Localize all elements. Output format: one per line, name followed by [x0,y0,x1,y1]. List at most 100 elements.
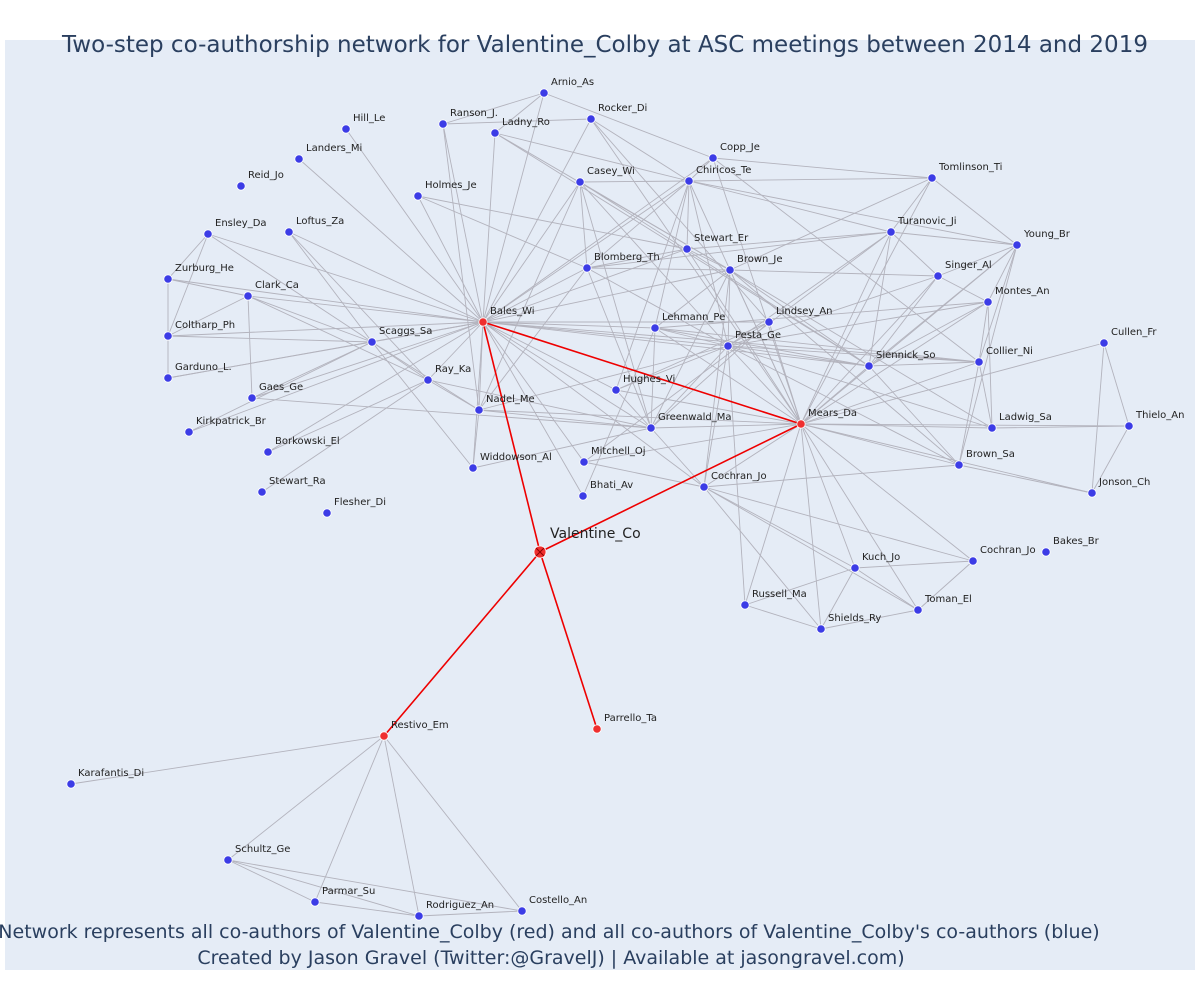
node-turanovic-ji[interactable] [886,227,896,237]
edge-Bales_Wi-Coltharp_Ph [167,321,484,337]
node-bales-wi[interactable] [478,317,488,327]
node-blomberg-th[interactable] [582,263,592,273]
edge-Restivo_Em-Rodriguez_An [383,735,420,917]
edge-Montes_An-Lehmann_Pe [654,301,989,329]
node-label: Jonson_Ch [1098,477,1150,488]
node-toman-el[interactable] [913,605,923,615]
edge-Montes_An-Ladwig_Sa [987,301,993,429]
node-collier-ni[interactable] [974,357,984,367]
node-pesta-ge[interactable] [723,341,733,351]
edge-Bales_Wi-Casey_Wi [482,181,581,323]
edge-Garduno_L-Scaggs_Sa [167,341,373,379]
node-schultz-ge[interactable] [223,855,233,865]
node-label: Zurburg_He [175,263,234,274]
edge-Bales_Wi-Mitchell_Oj [482,321,585,463]
node-nadel-me[interactable] [474,405,484,415]
node-cullen-fr[interactable] [1099,338,1109,348]
node-singer-al[interactable] [933,271,943,281]
node-mitchell-oj[interactable] [579,457,589,467]
node-montes-an[interactable] [983,297,993,307]
node-siennick-so[interactable] [864,361,874,371]
node-coltharp-ph[interactable] [163,331,173,341]
node-flesher-di[interactable] [322,508,332,518]
edge-Bales_Wi-Copp_Je [482,157,714,323]
node-scaggs-sa[interactable] [367,337,377,347]
node-zurburg-he[interactable] [163,274,173,284]
edge-Rocker_Di-Chiricos_Te [590,118,690,182]
node-brown-sa[interactable] [954,460,964,470]
node-bakes-br[interactable] [1041,547,1051,557]
node-lindsey-an[interactable] [764,317,774,327]
edge-Mears_Da-Hughes_Vi [615,389,802,425]
node-label: Scaggs_Sa [379,326,432,337]
node-ladny-ro[interactable] [490,128,500,138]
node-garduno-l[interactable] [163,373,173,383]
node-tomlinson-ti[interactable] [927,173,937,183]
edge-Cochran_Jo-Cochran_Jo2 [703,486,974,562]
node-karafantis-di[interactable] [66,779,76,789]
node-rodriguez-an[interactable] [414,911,424,921]
node-ray-ka[interactable] [423,375,433,385]
edge-Lehmann_Pe-Greenwald_Ma [650,327,656,429]
edge-Loftus_Za-Ray_Ka [288,231,429,381]
node-clark-ca[interactable] [243,291,253,301]
edge-Chiricos_Te-Stewart_Er [686,180,690,250]
node-costello-an[interactable] [517,906,527,916]
node-parmar-su[interactable] [310,897,320,907]
node-greenwald-ma[interactable] [646,423,656,433]
edge-Pesta_Ge-Nadel_Me [478,345,729,411]
node-hill-le[interactable] [341,124,351,134]
node-russell-ma[interactable] [740,600,750,610]
node-label: Kuch_Jo [862,552,900,563]
node-thielo-an[interactable] [1124,421,1134,431]
node-reid-jo[interactable] [236,181,246,191]
edge-Pesta_Ge-Brown_Sa [727,345,960,466]
edge-Chiricos_Te-Young_Br [688,180,1018,246]
node-mears-da[interactable] [796,419,806,429]
node-parrello-ta[interactable] [592,724,602,734]
edge-Mears_Da-Brown_Sa [800,423,960,466]
edge-Restivo_Em-Parmar_Su [314,735,385,903]
node-brown-je[interactable] [725,265,735,275]
node-gaes-ge[interactable] [247,393,257,403]
node-ladwig-sa[interactable] [987,423,997,433]
edge-Hughes_Vi-Greenwald_Ma [615,389,652,429]
edge-Brown_Je-Pesta_Ge [727,269,731,347]
node-casey-wi[interactable] [575,177,585,187]
edge-Mears_Da-Rocker_Di [590,118,802,425]
node-lehmann-pe[interactable] [650,323,660,333]
node-label: Borkowski_El [275,436,340,447]
node-borkowski-el[interactable] [263,447,273,457]
edge-Greenwald_Ma-Widdowson_Al [472,427,652,469]
node-loftus-za[interactable] [284,227,294,237]
node-arnio-as[interactable] [539,88,549,98]
edge-Parmar_Su-Rodriguez_An [314,901,420,917]
edge-Stewart_Er-Brown_Je [686,248,731,271]
node-ensley-da[interactable] [203,229,213,239]
node-bhati-av[interactable] [578,491,588,501]
node-ranson-j[interactable] [438,119,448,129]
node-label: Bhati_Av [590,480,633,491]
node-label: Cullen_Fr [1111,327,1157,338]
node-restivo-em[interactable] [379,731,389,741]
node-stewart-er[interactable] [682,244,692,254]
node-jonson-ch[interactable] [1087,488,1097,498]
node-kuch-jo[interactable] [850,563,860,573]
node-hughes-vi[interactable] [611,385,621,395]
node-holmes-je[interactable] [413,191,423,201]
node-chiricos-te[interactable] [684,176,694,186]
node-young-br[interactable] [1012,240,1022,250]
node-shields-ry[interactable] [816,624,826,634]
node-cochran-jo[interactable] [699,482,709,492]
node-stewart-ra[interactable] [257,487,267,497]
node-landers-mi[interactable] [294,154,304,164]
node-kirkpatrick-br[interactable] [184,427,194,437]
edge-Casey_Wi-Pesta_Ge [579,181,729,347]
node-rocker-di[interactable] [586,114,596,124]
edge-Turanovic_Ji-Singer_Al [890,231,939,277]
node-copp-je[interactable] [708,153,718,163]
node-cochran-jo2[interactable] [968,556,978,566]
edge-Pesta_Ge-Hughes_Vi [615,345,729,391]
node-widdowson-al[interactable] [468,463,478,473]
edge-Greenwald_Ma-Cochran_Jo [650,427,705,488]
